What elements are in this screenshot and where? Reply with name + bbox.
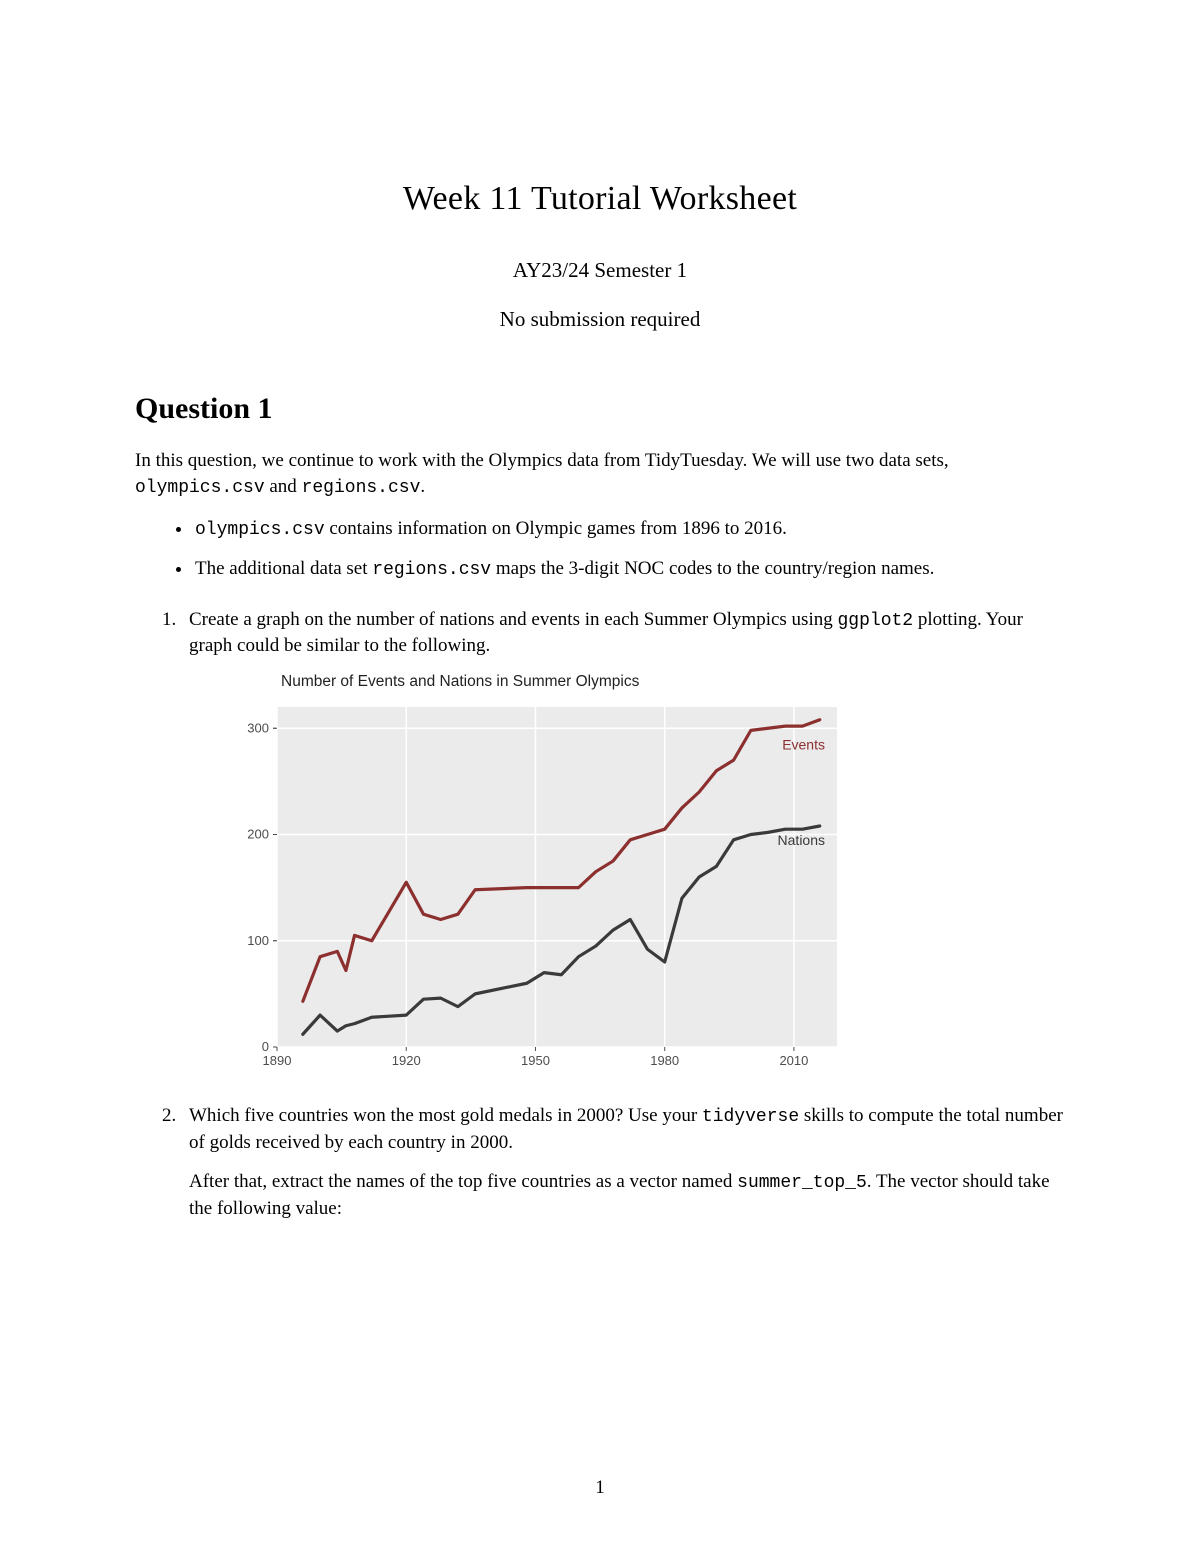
chart-title: Number of Events and Nations in Summer O…: [281, 672, 1065, 693]
bullet-1: olympics.csv contains information on Oly…: [193, 516, 1065, 542]
svg-text:1890: 1890: [263, 1053, 292, 1068]
code-olympics: olympics.csv: [135, 478, 265, 498]
chart-container: Number of Events and Nations in Summer O…: [217, 672, 1065, 1079]
enum-list: Create a graph on the number of nations …: [135, 607, 1065, 1222]
svg-text:300: 300: [247, 721, 269, 736]
intro-paragraph: In this question, we continue to work wi…: [135, 448, 1065, 500]
svg-text:200: 200: [247, 827, 269, 842]
svg-text:Nations: Nations: [778, 833, 825, 849]
item2-code: tidyverse: [702, 1107, 799, 1127]
svg-text:Events: Events: [782, 737, 825, 753]
svg-text:2010: 2010: [779, 1053, 808, 1068]
bullet-2: The additional data set regions.csv maps…: [193, 556, 1065, 582]
bullet-list: olympics.csv contains information on Oly…: [135, 516, 1065, 583]
item2-after-a: After that, extract the names of the top…: [189, 1171, 737, 1192]
svg-text:1920: 1920: [392, 1053, 421, 1068]
bullet-2-text-a: The additional data set: [195, 558, 372, 579]
enum-item-1: Create a graph on the number of nations …: [181, 607, 1065, 1080]
svg-text:100: 100: [247, 933, 269, 948]
section-heading: Question 1: [135, 392, 1065, 426]
bullet-1-text: contains information on Olympic games fr…: [325, 518, 787, 539]
svg-text:0: 0: [262, 1039, 269, 1054]
bullet-1-code: olympics.csv: [195, 520, 325, 540]
bullet-2-text-c: maps the 3-digit NOC codes to the countr…: [491, 558, 934, 579]
page-title: Week 11 Tutorial Worksheet: [135, 180, 1065, 218]
svg-text:1950: 1950: [521, 1053, 550, 1068]
item1-code: ggplot2: [837, 611, 913, 631]
item2-after: After that, extract the names of the top…: [189, 1169, 1065, 1221]
semester-line: AY23/24 Semester 1: [135, 258, 1065, 283]
intro-text-1: In this question, we continue to work wi…: [135, 450, 949, 471]
item2-after-code: summer_top_5: [737, 1173, 867, 1193]
page-number: 1: [0, 1477, 1200, 1499]
intro-and: and: [265, 476, 302, 497]
submission-line: No submission required: [135, 307, 1065, 332]
code-regions: regions.csv: [302, 478, 421, 498]
bullet-2-code: regions.csv: [372, 560, 491, 580]
intro-end: .: [420, 476, 425, 497]
svg-text:1980: 1980: [650, 1053, 679, 1068]
page: Week 11 Tutorial Worksheet AY23/24 Semes…: [0, 0, 1200, 1553]
item2-text-a: Which five countries won the most gold m…: [189, 1105, 702, 1126]
item1-text-a: Create a graph on the number of nations …: [189, 609, 837, 630]
chart-svg: 0 100 200 300 1890 1920 1950 1980 2010 Events Nati…: [217, 699, 857, 1079]
enum-item-2: Which five countries won the most gold m…: [181, 1103, 1065, 1221]
